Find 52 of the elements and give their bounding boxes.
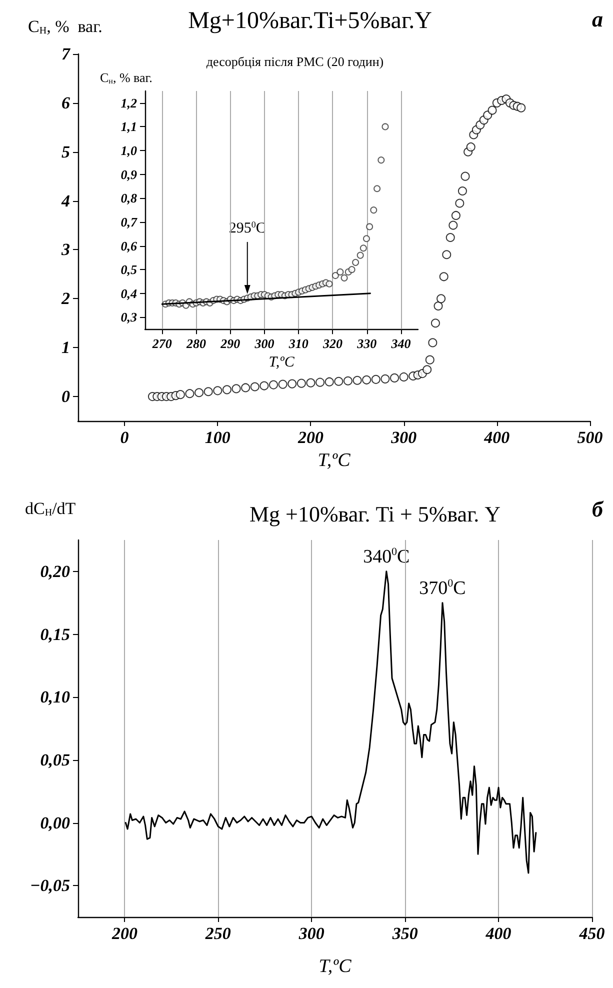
y-tick-label: 4	[60, 191, 70, 210]
chart-title: Mg +10%ваг. Ti + 5%ваг. Y	[249, 502, 501, 526]
x-tick-label: 290	[220, 336, 241, 352]
x-tick-label: 300	[254, 336, 275, 352]
chart-title: Mg+10%ваг.Ti+5%ваг.Y	[188, 8, 432, 34]
x-tick-label: 200	[296, 428, 324, 447]
x-tick-label: 300	[298, 924, 325, 943]
line-series	[124, 570, 537, 874]
y-tick-label: 1,1	[120, 119, 137, 134]
y-tick-label: 0,9	[120, 166, 138, 182]
y-tick-label: 1,0	[120, 143, 138, 158]
y-tick-label: 0,15	[40, 624, 70, 644]
x-tick-label: 500	[577, 428, 604, 447]
y-tick-label: 0,4	[120, 286, 138, 301]
y-tick-label: 7	[62, 44, 72, 64]
x-tick-label: 400	[483, 428, 510, 447]
y-tick-label: 0,5	[120, 262, 138, 278]
x-tick-label: 330	[356, 336, 378, 352]
text: а	[592, 6, 603, 32]
x-axis-title: T,ºC	[268, 354, 296, 370]
y-tick-label: 0,7	[120, 214, 138, 230]
y-tick-label: −0,05	[30, 876, 70, 896]
x-axis-title: T,ºC	[318, 956, 352, 977]
x-axis-title: T,ºC	[318, 450, 351, 471]
y-tick-label: 2	[60, 289, 70, 308]
y-tick-label: 1,2	[120, 95, 138, 110]
x-tick-label: 320	[322, 336, 343, 352]
chart-title: десорбція після РМС (20 годин)	[206, 54, 384, 69]
y-tick-label: 6	[62, 93, 70, 112]
y-tick-label: 0,05	[40, 750, 70, 770]
x-tick-label: 270	[151, 336, 172, 352]
y-tick-label: 5	[62, 142, 70, 162]
y-tick-label: 0,20	[40, 562, 70, 581]
x-tick-label: 100	[204, 428, 231, 447]
y-tick-label: 0,8	[120, 190, 138, 206]
x-tick-label: 400	[484, 924, 512, 943]
y-tick-label: 0,6	[120, 238, 138, 254]
x-tick-label: 250	[204, 924, 232, 943]
x-tick-label: 350	[391, 924, 418, 943]
x-tick-label: 200	[110, 924, 138, 943]
y-tick-label: 3	[60, 240, 70, 260]
x-tick-label: 300	[390, 428, 418, 447]
x-tick-label: 280	[185, 336, 206, 352]
y-tick-label: 0,10	[40, 688, 70, 707]
y-tick-label: 0	[62, 387, 70, 406]
y-tick-label: 0,00	[40, 813, 70, 832]
text: б	[592, 496, 604, 522]
x-tick-label: 310	[288, 336, 309, 352]
x-tick-label: 450	[578, 924, 606, 943]
x-tick-label: 340	[390, 336, 412, 352]
y-tick-label: 0,3	[120, 310, 138, 325]
y-tick-label: 1	[62, 338, 70, 358]
